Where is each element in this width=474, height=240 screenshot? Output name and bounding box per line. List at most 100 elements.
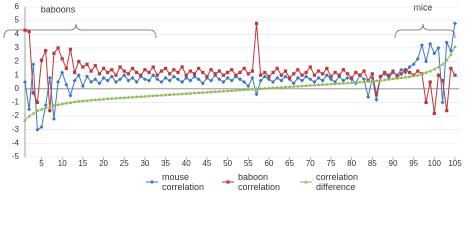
marker: [448, 48, 453, 53]
marker: [391, 76, 395, 81]
marker: [188, 69, 192, 73]
marker: [250, 87, 255, 91]
marker: [217, 77, 222, 82]
marker: [209, 68, 213, 72]
x-tick-label: 30: [140, 159, 149, 168]
marker: [300, 78, 305, 83]
marker: [97, 72, 102, 76]
marker: [444, 58, 449, 62]
marker: [395, 76, 399, 80]
marker: [201, 70, 205, 75]
baboons-brace: [3, 23, 157, 39]
legend-swatch: [300, 180, 312, 184]
marker: [424, 59, 429, 64]
x-tick-label: 90: [389, 159, 398, 168]
marker: [147, 78, 152, 83]
x-tick-label: 95: [409, 159, 418, 168]
marker: [308, 77, 313, 82]
marker: [358, 80, 362, 84]
x-tick-label: 40: [182, 159, 191, 168]
marker: [184, 91, 189, 95]
marker: [283, 74, 288, 79]
marker: [263, 86, 267, 90]
marker: [254, 21, 259, 25]
marker: [23, 118, 27, 122]
marker: [48, 109, 52, 113]
marker: [85, 74, 90, 79]
marker: [72, 99, 77, 104]
marker: [192, 74, 197, 79]
marker: [449, 66, 453, 70]
legend-label: mouse correlation: [162, 172, 205, 192]
marker: [329, 82, 333, 86]
marker: [52, 51, 56, 55]
marker: [180, 91, 184, 96]
marker: [382, 78, 387, 82]
marker: [93, 64, 97, 68]
marker: [428, 69, 432, 73]
marker: [436, 65, 441, 69]
marker: [403, 75, 408, 79]
marker: [234, 73, 238, 77]
marker: [304, 83, 308, 87]
marker: [266, 77, 271, 82]
marker: [43, 106, 48, 110]
y-tick-label: 1: [15, 70, 20, 79]
marker: [138, 94, 143, 98]
marker: [209, 90, 213, 94]
marker: [440, 100, 445, 105]
marker: [167, 78, 172, 83]
marker: [60, 70, 65, 75]
marker: [415, 73, 420, 77]
marker: [151, 65, 155, 69]
marker: [197, 66, 201, 70]
marker: [275, 85, 280, 89]
marker: [93, 97, 98, 102]
x-tick-label: 35: [161, 159, 170, 168]
marker: [308, 65, 312, 69]
marker: [52, 103, 56, 107]
marker: [411, 74, 416, 78]
marker: [242, 80, 247, 84]
marker: [258, 86, 263, 90]
y-tick-label: 5: [15, 16, 20, 25]
marker: [225, 88, 230, 93]
marker: [366, 79, 370, 83]
marker: [196, 77, 201, 82]
marker: [155, 73, 159, 77]
legend-marker: [150, 180, 154, 184]
marker: [453, 44, 457, 48]
marker: [122, 95, 127, 99]
marker: [329, 74, 333, 79]
marker: [407, 74, 412, 78]
marker: [176, 92, 180, 96]
marker: [453, 21, 457, 26]
marker: [399, 75, 404, 80]
y-tick-label: -3: [12, 125, 20, 134]
marker: [81, 99, 85, 103]
x-tick-label: 70: [306, 159, 315, 168]
marker: [283, 69, 288, 73]
marker: [142, 77, 147, 82]
x-tick-label: 25: [120, 159, 129, 168]
marker: [312, 83, 317, 87]
marker: [122, 69, 126, 73]
marker: [56, 46, 60, 50]
marker: [64, 66, 68, 70]
marker: [242, 87, 246, 92]
marker: [151, 73, 156, 78]
marker: [283, 85, 288, 89]
marker: [353, 80, 358, 84]
marker: [105, 78, 110, 83]
marker: [337, 81, 342, 85]
marker: [391, 69, 395, 73]
marker: [155, 77, 160, 82]
x-tick-label: 60: [264, 159, 273, 168]
y-tick-label: -4: [12, 138, 20, 147]
marker: [110, 96, 114, 100]
marker: [118, 77, 123, 82]
marker: [39, 125, 44, 129]
legend-swatch: [222, 180, 234, 184]
marker: [288, 76, 292, 80]
marker: [27, 29, 31, 34]
